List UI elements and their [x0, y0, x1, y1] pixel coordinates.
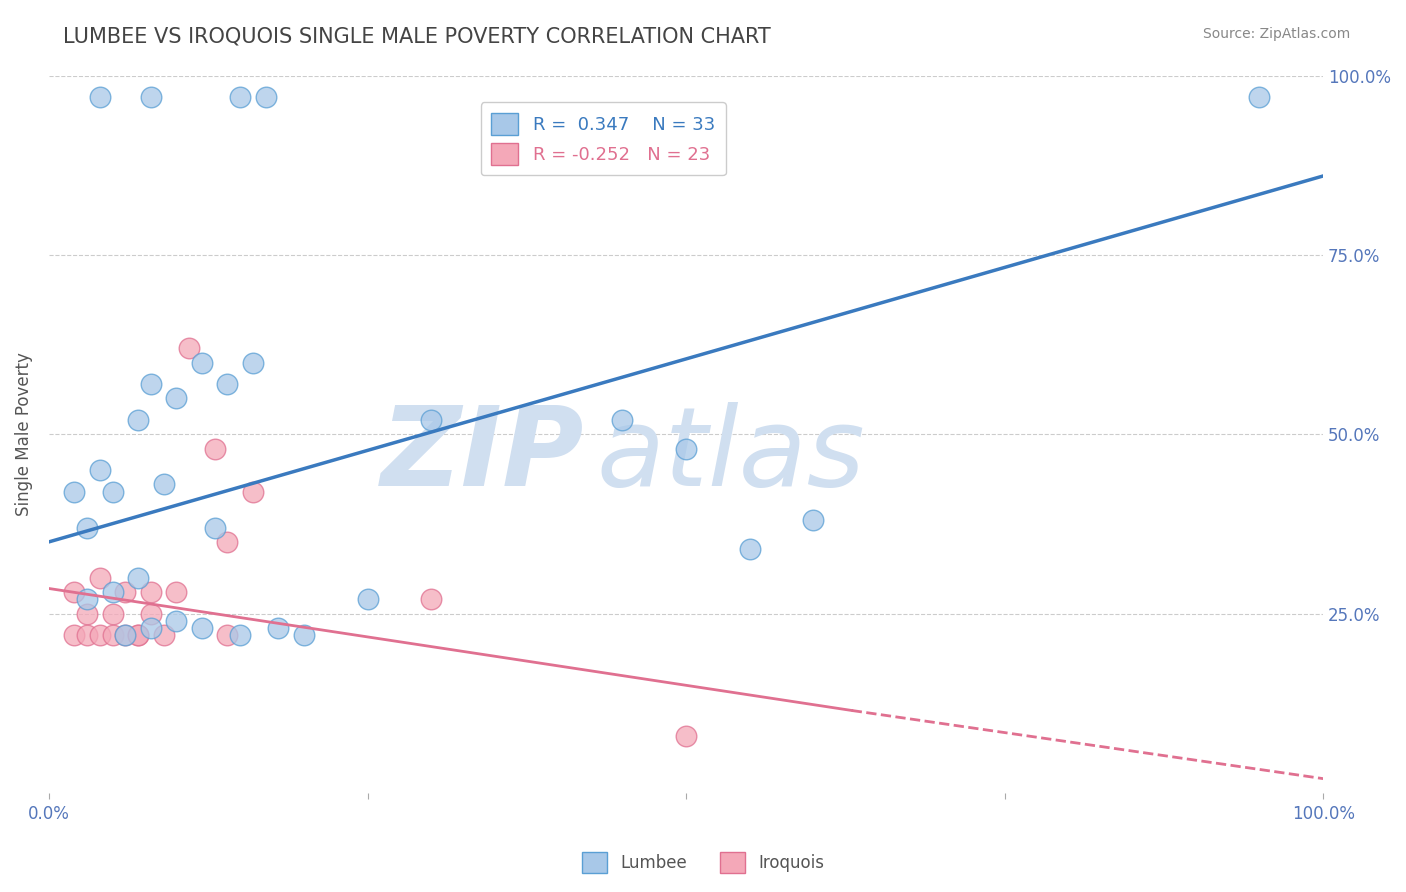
Point: [165, 585, 187, 599]
Point: [254, 90, 277, 104]
Point: [217, 628, 239, 642]
Point: [803, 513, 825, 527]
Point: [63, 628, 86, 642]
Point: [420, 413, 443, 427]
Point: [165, 392, 187, 406]
Point: [139, 607, 162, 621]
Point: [89, 463, 111, 477]
Point: [292, 628, 315, 642]
Point: [204, 442, 226, 456]
Point: [229, 90, 252, 104]
Point: [242, 355, 264, 369]
Point: [217, 534, 239, 549]
Point: [152, 628, 174, 642]
Point: [101, 585, 124, 599]
Point: [675, 442, 697, 456]
Point: [127, 628, 149, 642]
Point: [114, 628, 136, 642]
Point: [76, 520, 98, 534]
Text: atlas: atlas: [598, 402, 866, 509]
Point: [127, 571, 149, 585]
Point: [165, 614, 187, 628]
Point: [217, 377, 239, 392]
Point: [420, 592, 443, 607]
Point: [191, 355, 214, 369]
Legend: Lumbee, Iroquois: Lumbee, Iroquois: [575, 846, 831, 880]
Point: [139, 621, 162, 635]
Point: [139, 90, 162, 104]
Point: [101, 607, 124, 621]
Point: [101, 628, 124, 642]
Point: [179, 341, 201, 355]
Text: LUMBEE VS IROQUOIS SINGLE MALE POVERTY CORRELATION CHART: LUMBEE VS IROQUOIS SINGLE MALE POVERTY C…: [63, 27, 770, 46]
Point: [356, 592, 378, 607]
Point: [267, 621, 290, 635]
Point: [114, 628, 136, 642]
Point: [191, 621, 214, 635]
Point: [612, 413, 634, 427]
Point: [139, 585, 162, 599]
Point: [204, 520, 226, 534]
Point: [127, 628, 149, 642]
Point: [76, 628, 98, 642]
Text: ZIP: ZIP: [381, 402, 583, 509]
Point: [139, 377, 162, 392]
Text: Source: ZipAtlas.com: Source: ZipAtlas.com: [1202, 27, 1350, 41]
Point: [127, 413, 149, 427]
Legend: R =  0.347    N = 33, R = -0.252   N = 23: R = 0.347 N = 33, R = -0.252 N = 23: [481, 103, 725, 176]
Point: [114, 585, 136, 599]
Point: [738, 542, 761, 557]
Y-axis label: Single Male Poverty: Single Male Poverty: [15, 352, 32, 516]
Point: [76, 607, 98, 621]
Point: [242, 484, 264, 499]
Point: [229, 628, 252, 642]
Point: [1249, 90, 1271, 104]
Point: [101, 484, 124, 499]
Point: [675, 729, 697, 743]
Point: [89, 90, 111, 104]
Point: [89, 571, 111, 585]
Point: [63, 484, 86, 499]
Point: [152, 477, 174, 491]
Point: [76, 592, 98, 607]
Point: [63, 585, 86, 599]
Point: [89, 628, 111, 642]
